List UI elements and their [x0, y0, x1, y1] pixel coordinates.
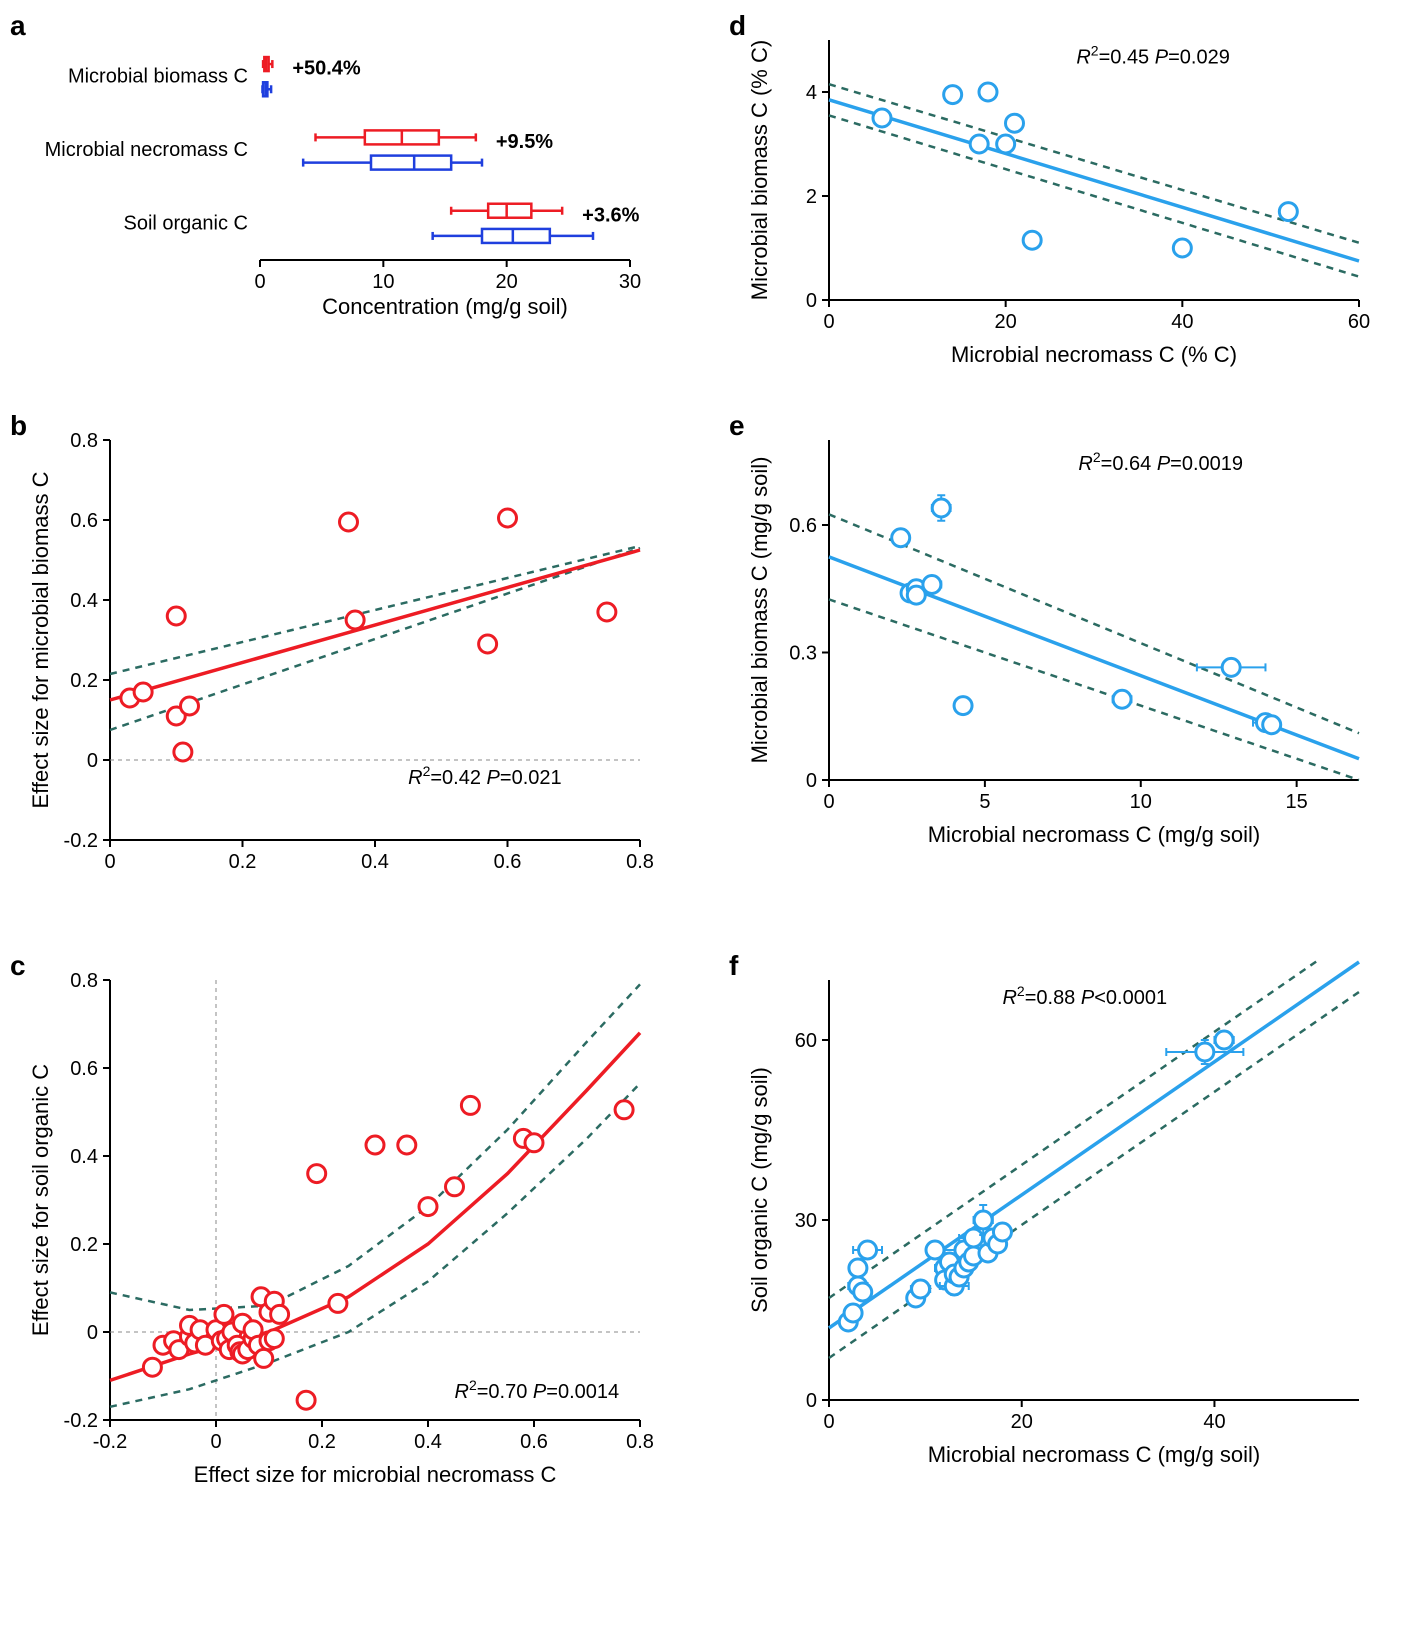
- svg-text:20: 20: [496, 271, 518, 293]
- svg-text:0.4: 0.4: [361, 851, 389, 873]
- panel-a: a 0102030Concentration (mg/g soil)Microb…: [20, 20, 679, 380]
- panel-e-chart: 0 5 10 15 0 0.3 0.6 Microbial necromass C (mg/g…: [739, 420, 1379, 860]
- svg-text:-0.2: -0.2: [64, 830, 98, 852]
- svg-text:Soil organic C (mg/g soil): Soil organic C (mg/g soil): [747, 1067, 772, 1313]
- svg-text:0.2: 0.2: [308, 1431, 336, 1453]
- panel-f: f 0204003060Microbial necromass C (mg/g …: [739, 960, 1398, 1500]
- svg-text:Microbial biomass C: Microbial biomass C: [68, 66, 248, 88]
- panel-d-label: d: [729, 10, 746, 42]
- svg-text:0: 0: [823, 1411, 834, 1433]
- panel-e: e 05101500.30.6Microbial necromass C (mg…: [739, 420, 1398, 920]
- panel-c-chart: -0.2 0 0.2 0.4 0.6 0.8 -0.2 0 0.2 0.4 0.6 0.8 Effect…: [20, 960, 660, 1500]
- panel-a-chart: 0 10 20 30 Concentration (mg/g soil) Microbia…: [20, 20, 660, 320]
- panel-b: b 00.20.40.60.8-0.200.20.40.60.8Effect s…: [20, 420, 679, 920]
- svg-text:R2=0.70 P=0.0014: R2=0.70 P=0.0014: [455, 1377, 620, 1403]
- svg-text:0: 0: [806, 290, 817, 312]
- svg-text:Microbial necromass C (% C): Microbial necromass C (% C): [951, 342, 1237, 367]
- svg-text:0: 0: [87, 1322, 98, 1344]
- svg-text:0: 0: [87, 750, 98, 772]
- figure-grid: a 0102030Concentration (mg/g soil)Microb…: [20, 20, 1398, 1500]
- svg-text:R2=0.45 P=0.029: R2=0.45 P=0.029: [1076, 42, 1230, 68]
- svg-text:10: 10: [372, 271, 394, 293]
- svg-text:0: 0: [823, 311, 834, 333]
- svg-text:Microbial biomass C (mg/g soil: Microbial biomass C (mg/g soil): [747, 457, 772, 764]
- svg-text:5: 5: [979, 791, 990, 813]
- svg-text:Microbial necromass C: Microbial necromass C: [45, 139, 248, 161]
- svg-text:0.6: 0.6: [789, 515, 817, 537]
- svg-text:30: 30: [619, 271, 641, 293]
- svg-text:0.3: 0.3: [789, 643, 817, 665]
- svg-text:Microbial necromass C (mg/g so: Microbial necromass C (mg/g soil): [928, 822, 1261, 847]
- panel-d: d 0204060024Microbial necromass C (% C)M…: [739, 20, 1398, 380]
- svg-text:+3.6%: +3.6%: [582, 204, 639, 226]
- svg-text:Microbial biomass C (% C): Microbial biomass C (% C): [747, 40, 772, 300]
- svg-text:60: 60: [795, 1030, 817, 1052]
- svg-text:0.6: 0.6: [70, 1058, 98, 1080]
- svg-text:0.8: 0.8: [70, 430, 98, 452]
- panel-f-label: f: [729, 950, 738, 982]
- svg-text:0.4: 0.4: [70, 1146, 98, 1168]
- panel-b-label: b: [10, 410, 27, 442]
- svg-text:Effect size for microbial necr: Effect size for microbial necromass C: [194, 1462, 557, 1487]
- svg-text:0: 0: [210, 1431, 221, 1453]
- svg-text:4: 4: [806, 82, 817, 104]
- svg-text:15: 15: [1286, 791, 1308, 813]
- svg-text:Soil organic C: Soil organic C: [123, 212, 248, 234]
- svg-text:0: 0: [806, 770, 817, 792]
- svg-text:0: 0: [823, 791, 834, 813]
- svg-text:Concentration (mg/g soil): Concentration (mg/g soil): [322, 294, 568, 319]
- svg-text:0.8: 0.8: [70, 970, 98, 992]
- svg-text:0.6: 0.6: [520, 1431, 548, 1453]
- svg-text:0: 0: [806, 1390, 817, 1412]
- svg-text:2: 2: [806, 186, 817, 208]
- panel-c: c -0.200.20.40.60.8-0.200.20.40.60.8Effe…: [20, 960, 679, 1500]
- svg-text:40: 40: [1171, 311, 1193, 333]
- svg-text:-0.2: -0.2: [93, 1431, 127, 1453]
- svg-text:0.8: 0.8: [626, 851, 654, 873]
- svg-text:0.6: 0.6: [494, 851, 522, 873]
- svg-text:+50.4%: +50.4%: [292, 58, 361, 80]
- svg-text:0: 0: [254, 271, 265, 293]
- panel-f-chart: 0 20 40 0 30 60 Microbial necromass C (mg/g so…: [739, 960, 1379, 1480]
- svg-text:Effect size for soil organic C: Effect size for soil organic C: [28, 1064, 53, 1336]
- svg-text:20: 20: [995, 311, 1017, 333]
- svg-text:+9.5%: +9.5%: [496, 131, 553, 153]
- svg-text:40: 40: [1203, 1411, 1225, 1433]
- panel-d-chart: 0 20 40 60 0 2 4 Microbial necromass C (% C) Mic…: [739, 20, 1379, 380]
- svg-text:-0.2: -0.2: [64, 1410, 98, 1432]
- svg-text:0.2: 0.2: [229, 851, 257, 873]
- svg-text:R2=0.64 P=0.0019: R2=0.64 P=0.0019: [1078, 449, 1243, 475]
- svg-text:0.2: 0.2: [70, 1234, 98, 1256]
- panel-e-label: e: [729, 410, 745, 442]
- svg-text:0.6: 0.6: [70, 510, 98, 532]
- svg-text:0: 0: [104, 851, 115, 873]
- svg-text:10: 10: [1130, 791, 1152, 813]
- svg-text:Effect size for microbial biom: Effect size for microbial biomass C: [28, 471, 53, 808]
- svg-text:0.8: 0.8: [626, 1431, 654, 1453]
- svg-text:Microbial necromass C (mg/g so: Microbial necromass C (mg/g soil): [928, 1442, 1261, 1467]
- svg-text:30: 30: [795, 1210, 817, 1232]
- svg-text:0.4: 0.4: [414, 1431, 442, 1453]
- svg-text:R2=0.42 P=0.021: R2=0.42 P=0.021: [408, 763, 562, 789]
- panel-c-label: c: [10, 950, 26, 982]
- svg-text:0.4: 0.4: [70, 590, 98, 612]
- panel-a-label: a: [10, 10, 26, 42]
- svg-text:R2=0.88 P<0.0001: R2=0.88 P<0.0001: [1002, 983, 1167, 1009]
- svg-text:60: 60: [1348, 311, 1370, 333]
- svg-text:0.2: 0.2: [70, 670, 98, 692]
- panel-b-chart: 0 0.2 0.4 0.6 0.8 -0.2 0 0.2 0.4 0.6 0.8 Effect siz…: [20, 420, 660, 920]
- svg-text:20: 20: [1011, 1411, 1033, 1433]
